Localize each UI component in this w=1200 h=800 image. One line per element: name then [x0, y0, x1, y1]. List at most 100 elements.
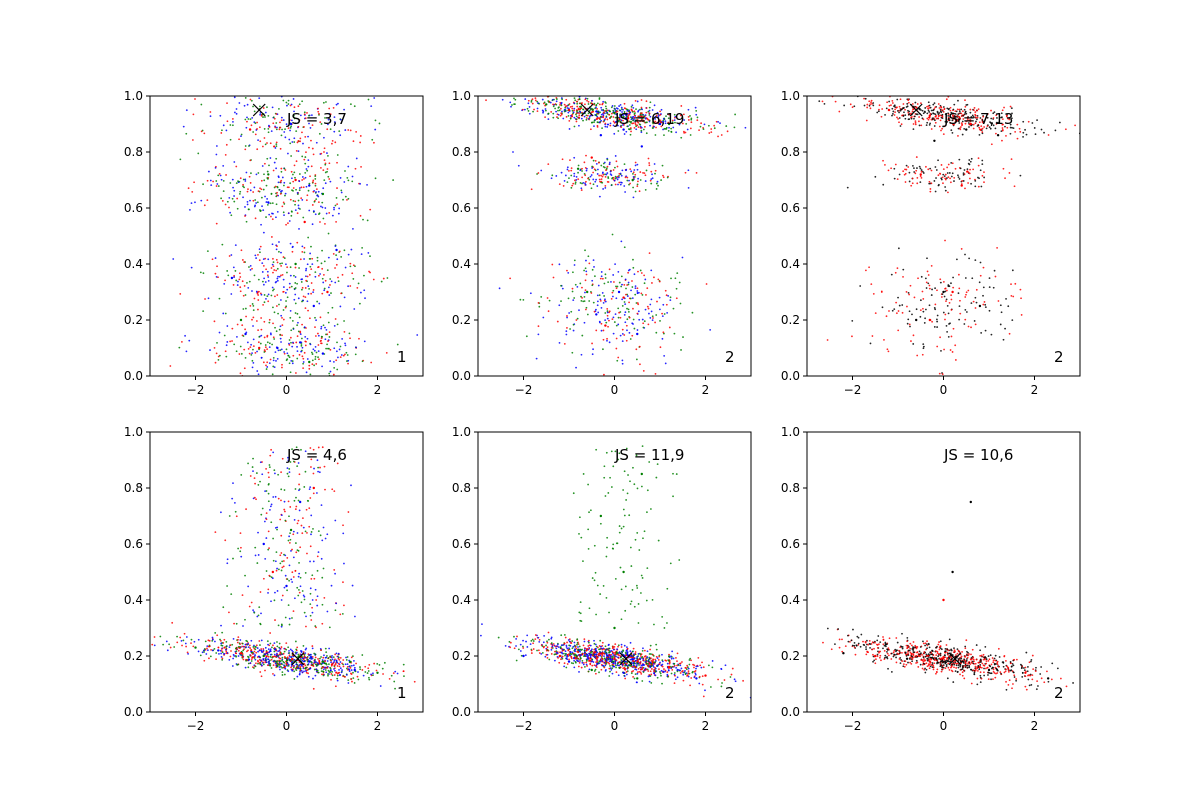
- scatter-point: [361, 669, 363, 671]
- scatter-point: [949, 177, 951, 179]
- scatter-point: [301, 131, 303, 133]
- scatter-point: [648, 158, 650, 160]
- scatter-point: [223, 283, 225, 285]
- scatter-point: [257, 647, 259, 649]
- scatter-point: [328, 212, 330, 214]
- scatter-point: [294, 288, 296, 290]
- scatter-point: [309, 274, 311, 276]
- scatter-point: [265, 346, 267, 348]
- scatter-point: [619, 282, 621, 284]
- scatter-point: [931, 182, 933, 184]
- scatter-point: [592, 577, 594, 579]
- scatter-point: [316, 668, 318, 670]
- scatter-point: [696, 119, 698, 121]
- scatter-point: [308, 288, 310, 290]
- scatter-point: [280, 325, 282, 327]
- scatter-point: [700, 126, 702, 128]
- scatter-point: [302, 666, 304, 668]
- scatter-point: [154, 636, 156, 638]
- scatter-point: [636, 185, 638, 187]
- scatter-point: [625, 176, 627, 178]
- scatter-point: [291, 650, 293, 652]
- scatter-point: [237, 180, 239, 182]
- scatter-point: [949, 285, 951, 287]
- scatter-point: [277, 313, 279, 315]
- scatter-point: [250, 475, 252, 477]
- scatter-point: [237, 548, 239, 550]
- scatter-point: [604, 101, 606, 103]
- scatter-point: [337, 675, 339, 677]
- scatter-point: [249, 353, 251, 355]
- scatter-point: [1010, 106, 1012, 108]
- scatter-point: [251, 652, 253, 654]
- scatter-point: [304, 352, 306, 354]
- scatter-point: [655, 314, 657, 316]
- scatter-point: [614, 180, 616, 182]
- scatter-point: [289, 356, 291, 358]
- scatter-point: [194, 98, 196, 100]
- scatter-point: [334, 267, 336, 269]
- scatter-point: [338, 208, 340, 210]
- scatter-point: [939, 126, 941, 128]
- scatter-point: [995, 276, 997, 278]
- scatter-point: [240, 532, 242, 534]
- scatter-point: [920, 173, 922, 175]
- scatter-point: [287, 296, 289, 298]
- scatter-point: [264, 337, 266, 339]
- scatter-point: [271, 130, 273, 132]
- scatter-point: [585, 267, 587, 269]
- scatter-point: [595, 309, 597, 311]
- scatter-point: [251, 319, 253, 321]
- scatter-point: [273, 469, 275, 471]
- scatter-point: [962, 134, 964, 136]
- scatter-point: [532, 98, 534, 100]
- scatter-point: [275, 560, 277, 562]
- scatter-point: [262, 271, 264, 273]
- scatter-point: [280, 338, 282, 340]
- scatter-point: [191, 202, 193, 204]
- scatter-point: [243, 295, 245, 297]
- scatter-point: [951, 176, 953, 178]
- scatter-point: [576, 286, 578, 288]
- scatter-point: [304, 336, 306, 338]
- scatter-point: [317, 570, 319, 572]
- scatter-point: [255, 555, 257, 557]
- scatter-point: [230, 139, 232, 141]
- scatter-point: [625, 169, 627, 171]
- scatter-point: [914, 115, 916, 117]
- scatter-point: [657, 181, 659, 183]
- scatter-point: [602, 116, 604, 118]
- scatter-point: [329, 278, 331, 280]
- scatter-point: [527, 102, 529, 104]
- scatter-point: [394, 671, 396, 673]
- scatter-point: [612, 274, 614, 276]
- scatter-point: [549, 300, 551, 302]
- scatter-point: [241, 324, 243, 326]
- scatter-point: [241, 353, 243, 355]
- scatter-point: [980, 186, 982, 188]
- scatter-point: [622, 329, 624, 331]
- scatter-point: [989, 277, 991, 279]
- scatter-point: [284, 651, 286, 653]
- scatter-point: [239, 276, 241, 278]
- scatter-point: [294, 519, 296, 521]
- scatter-point: [351, 665, 353, 667]
- scatter-point: [670, 296, 672, 298]
- scatter-point: [636, 313, 638, 315]
- scatter-point: [214, 531, 216, 533]
- scatter-point: [919, 316, 921, 318]
- scatter-point: [608, 114, 610, 116]
- scatter-point: [637, 287, 639, 289]
- scatter-point: [313, 153, 315, 155]
- scatter-point: [288, 580, 290, 582]
- scatter-point: [314, 662, 316, 664]
- scatter-point: [414, 681, 416, 683]
- scatter-point: [281, 514, 283, 516]
- scatter-point: [952, 162, 954, 164]
- scatter-point: [185, 643, 187, 645]
- scatter-point: [277, 187, 279, 189]
- scatter-point: [266, 512, 268, 514]
- scatter-point: [628, 301, 630, 303]
- scatter-point: [957, 135, 959, 137]
- scatter-point: [892, 111, 894, 113]
